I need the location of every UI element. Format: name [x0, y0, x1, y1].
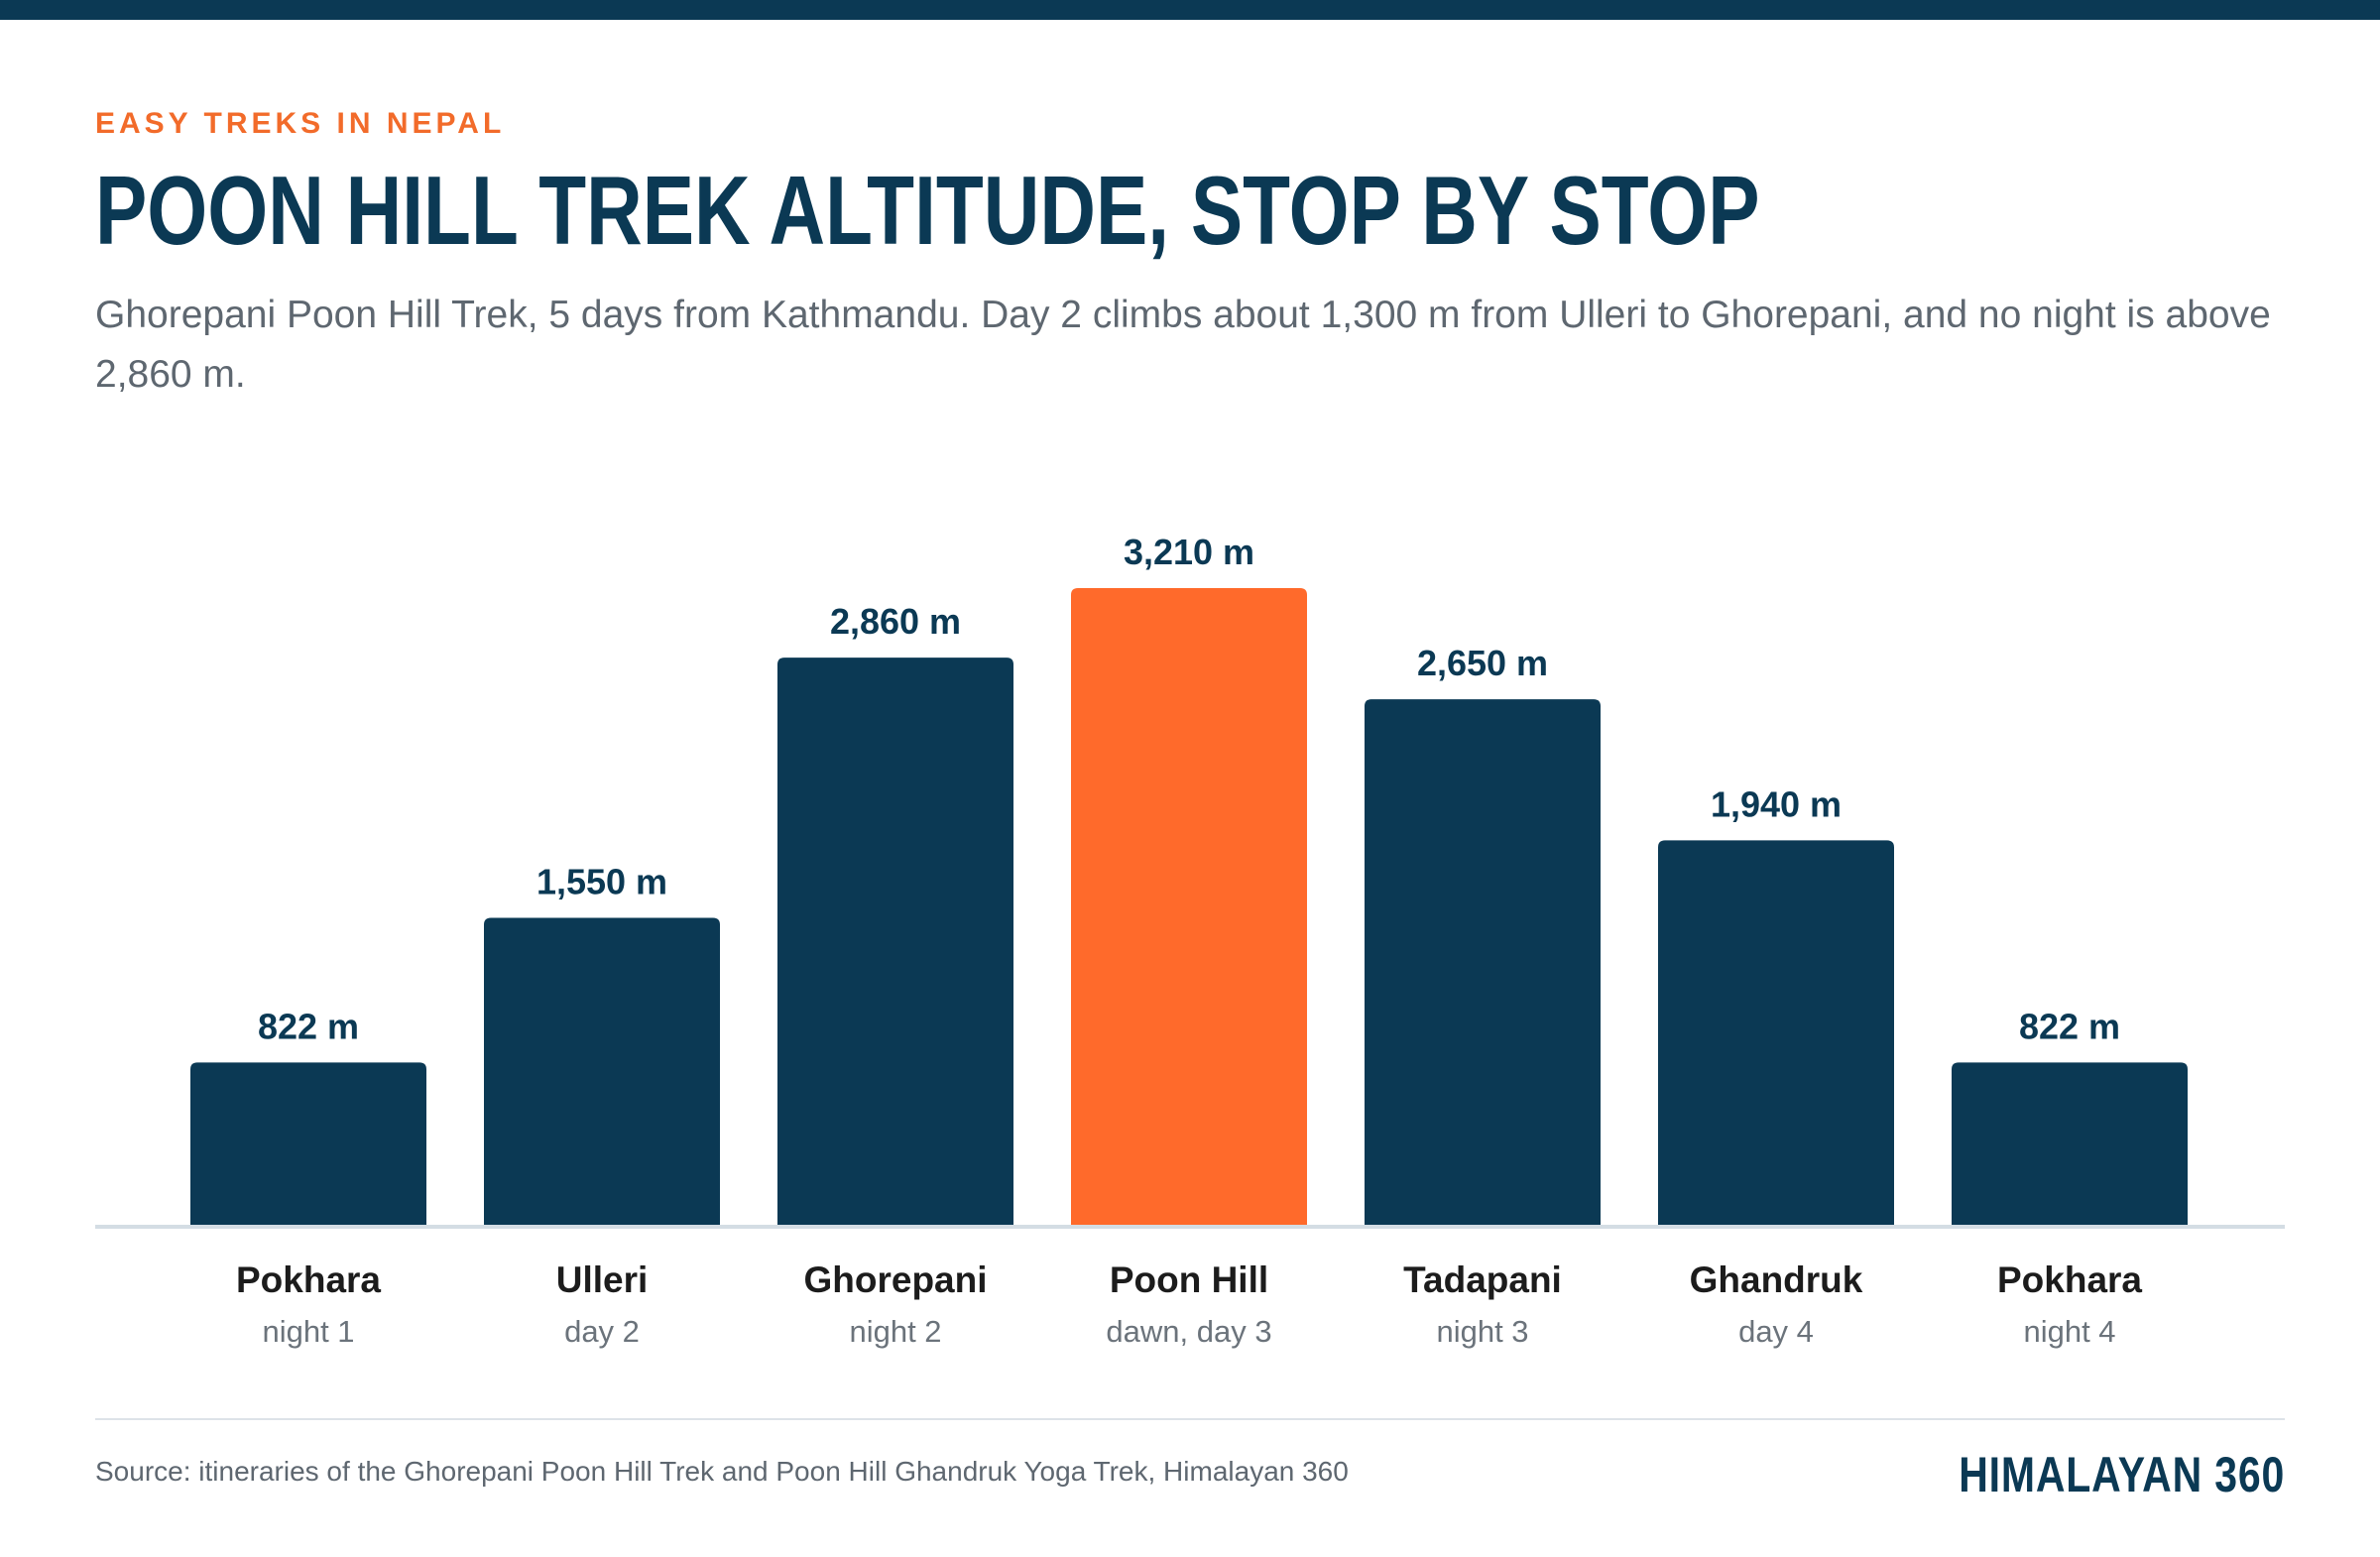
bar-3 [1071, 588, 1307, 1226]
sub-label-5: day 4 [1738, 1314, 1814, 1349]
bar-4 [1365, 699, 1601, 1226]
sub-label-3: dawn, day 3 [1106, 1314, 1271, 1349]
source-note: Source: itineraries of the Ghorepani Poo… [95, 1456, 1349, 1487]
labels-group: 822 m Pokhara night 1 1,550 m Ulleri day 2 2,8… [236, 532, 2142, 1349]
category-label-5: Ghandruk [1690, 1259, 1863, 1300]
bar-5 [1658, 840, 1894, 1226]
bars-group [190, 588, 2188, 1226]
value-label-4: 2,650 m [1417, 643, 1548, 683]
category-label-4: Tadapani [1403, 1259, 1562, 1300]
sub-label-0: night 1 [262, 1314, 354, 1349]
category-label-0: Pokhara [236, 1259, 381, 1300]
category-label-2: Ghorepani [803, 1259, 987, 1300]
category-label-3: Poon Hill [1110, 1259, 1268, 1300]
sub-label-1: day 2 [564, 1314, 640, 1349]
value-label-2: 2,860 m [830, 601, 961, 642]
bar-2 [777, 658, 1013, 1226]
kicker: EASY TREKS IN NEPAL [95, 107, 506, 140]
value-label-1: 1,550 m [536, 862, 667, 902]
sub-label-6: night 4 [2023, 1314, 2115, 1349]
sub-label-4: night 3 [1436, 1314, 1528, 1349]
brand-logo: HIMALAYAN 360 [1959, 1447, 2285, 1502]
category-label-6: Pokhara [1997, 1259, 2142, 1300]
category-label-1: Ulleri [556, 1259, 649, 1300]
footer-divider [95, 1418, 2285, 1420]
bar-1 [484, 917, 720, 1226]
value-label-3: 3,210 m [1124, 532, 1254, 572]
bar-6 [1952, 1062, 2188, 1226]
chart-baseline [95, 1225, 2285, 1229]
value-label-6: 822 m [2019, 1006, 2120, 1046]
bar-0 [190, 1062, 426, 1226]
value-label-0: 822 m [258, 1006, 359, 1046]
value-label-5: 1,940 m [1711, 783, 1842, 824]
chart-subtitle: Ghorepani Poon Hill Trek, 5 days from Ka… [95, 294, 2271, 396]
chart-title: POON HILL TREK ALTITUDE, STOP BY STOP [95, 156, 1760, 265]
sub-label-2: night 2 [849, 1314, 941, 1349]
top-accent-bar [0, 0, 2380, 20]
